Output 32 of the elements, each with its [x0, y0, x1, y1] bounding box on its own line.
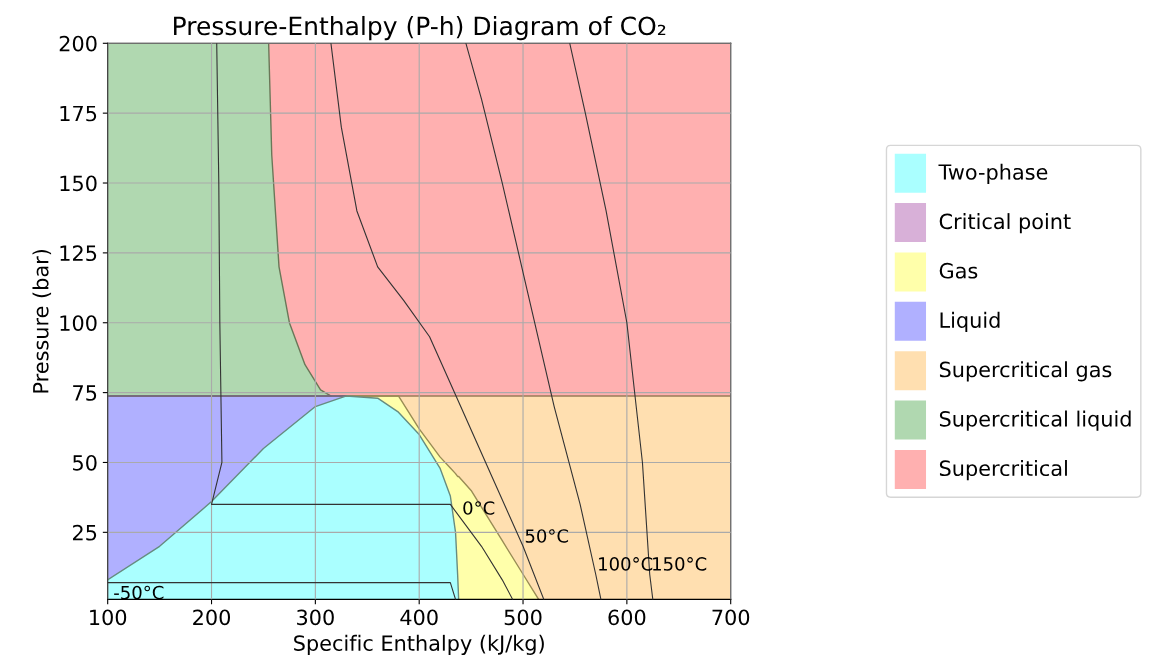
- x-tick-label: 500: [504, 609, 542, 626]
- legend-label: Gas: [939, 262, 978, 279]
- series-label: -50°C: [114, 585, 164, 600]
- y-tick-label: 150: [60, 175, 97, 192]
- y-axis-title: Pressure (bar): [32, 249, 52, 393]
- x-tick-label: 400: [400, 609, 438, 626]
- x-tick-label: 100: [90, 609, 127, 626]
- legend-label: Critical point: [939, 213, 1071, 234]
- x-tick-label: 700: [712, 609, 750, 626]
- series-label: 100°C: [599, 557, 653, 571]
- y-tick-label: 125: [60, 245, 97, 262]
- legend-label: Two-phase: [938, 163, 1048, 184]
- y-tick-label: 100: [60, 315, 97, 331]
- y-tick-label: 175: [60, 105, 97, 122]
- y-tick-label: 75: [73, 385, 97, 401]
- x-tick-label: 200: [193, 609, 231, 626]
- y-tick-label: 200: [59, 35, 97, 52]
- legend-label: Supercritical gas: [939, 361, 1112, 382]
- line-series: [210, 43, 514, 600]
- legend-label: Supercritical: [939, 459, 1067, 481]
- series-label: 0°C: [463, 501, 495, 515]
- chart-title: Pressure-Enthalpy (P-h) Diagram of CO₂: [174, 15, 666, 41]
- line-series: [569, 43, 654, 600]
- x-tick-label: 300: [297, 609, 334, 626]
- y-tick-label: 25: [72, 524, 97, 541]
- y-tick-label: 50: [73, 454, 97, 471]
- legend-label: Liquid: [940, 311, 1000, 333]
- x-axis-title: Specific Enthalpy (kJ/kg): [294, 634, 544, 655]
- legend-label: Supercritical liquid: [939, 410, 1131, 431]
- series-label: 150°C: [653, 557, 707, 571]
- x-tick-label: 600: [608, 609, 646, 626]
- series-label: 50°C: [525, 529, 569, 543]
